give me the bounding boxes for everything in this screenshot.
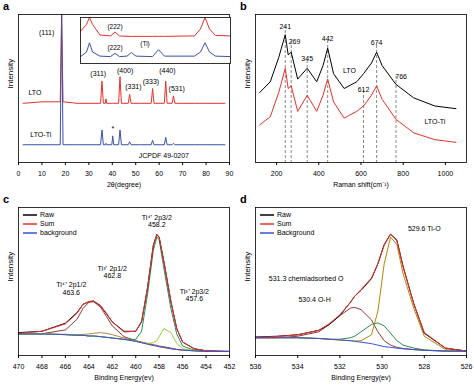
svg-text:800: 800 — [397, 170, 409, 177]
svg-text:456: 456 — [177, 363, 189, 370]
svg-text:LTO: LTO — [28, 89, 42, 96]
svg-text:10: 10 — [38, 170, 46, 177]
svg-text:*: * — [111, 125, 114, 132]
svg-text:(331): (331) — [125, 83, 141, 91]
svg-text:269: 269 — [289, 38, 301, 45]
svg-text:20: 20 — [61, 170, 69, 177]
svg-text:464: 464 — [83, 363, 95, 370]
svg-text:674: 674 — [371, 39, 383, 46]
svg-text:90: 90 — [226, 170, 234, 177]
svg-text:534: 534 — [292, 363, 304, 370]
svg-text:(222): (222) — [107, 44, 122, 52]
svg-text:Intensity: Intensity — [243, 252, 252, 282]
svg-text:Ti³⁺ 2p3/2457.6: Ti³⁺ 2p3/2457.6 — [180, 288, 209, 303]
svg-text:(531): (531) — [169, 85, 185, 93]
svg-text:70: 70 — [179, 170, 187, 177]
svg-text:30: 30 — [85, 170, 93, 177]
svg-text:Ti³⁺ 2p1/2462.8: Ti³⁺ 2p1/2462.8 — [98, 265, 127, 280]
html-text:c: c — [3, 193, 10, 205]
svg-text:470: 470 — [13, 363, 25, 370]
svg-text:400: 400 — [313, 170, 325, 177]
html-text:Raw: Raw — [40, 211, 54, 218]
svg-text:(333): (333) — [143, 78, 159, 86]
svg-text:(111): (111) — [39, 29, 54, 37]
svg-text:40: 40 — [108, 170, 116, 177]
svg-text:241: 241 — [279, 23, 291, 30]
svg-text:1000: 1000 — [438, 170, 454, 177]
svg-text:612: 612 — [358, 86, 370, 93]
svg-text:Ti⁴⁺ 2p3/2458.2: Ti⁴⁺ 2p3/2458.2 — [142, 214, 172, 229]
svg-text:(440): (440) — [159, 67, 175, 75]
svg-text:60: 60 — [155, 170, 163, 177]
svg-text:452: 452 — [224, 363, 236, 370]
html-text:a: a — [3, 0, 10, 12]
html-text:Sum: Sum — [277, 220, 292, 227]
html-text:Raw: Raw — [277, 211, 291, 218]
svg-text:Binding Energy(ev): Binding Energy(ev) — [94, 374, 154, 382]
svg-text:462: 462 — [106, 363, 118, 370]
svg-text:536: 536 — [250, 363, 262, 370]
svg-text:600: 600 — [355, 170, 367, 177]
svg-text:(400): (400) — [117, 67, 133, 75]
svg-text:(311): (311) — [90, 70, 106, 78]
svg-text:466: 466 — [60, 363, 72, 370]
html-text:Sum: Sum — [40, 220, 55, 227]
svg-text:0: 0 — [17, 170, 21, 177]
svg-text:LTO-Ti: LTO-Ti — [424, 118, 445, 125]
svg-text:Binding Energy(ev): Binding Energy(ev) — [331, 374, 391, 382]
html-text:b: b — [240, 0, 247, 12]
svg-text:2θ(degree): 2θ(degree) — [107, 181, 141, 189]
svg-text:(Ti): (Ti) — [140, 40, 150, 48]
html-text:Background: Background — [277, 229, 315, 236]
svg-text:468: 468 — [36, 363, 48, 370]
svg-text:LTO-Ti: LTO-Ti — [30, 131, 51, 138]
svg-text:Raman shift(cm⁻¹): Raman shift(cm⁻¹) — [333, 181, 389, 189]
svg-text:460: 460 — [130, 363, 142, 370]
svg-text:JCPDF 49-0207: JCPDF 49-0207 — [139, 152, 189, 159]
svg-text:458: 458 — [153, 363, 165, 370]
svg-text:442: 442 — [322, 35, 334, 42]
svg-text:526: 526 — [461, 363, 473, 370]
svg-text:531.3 chemiadsorbed O: 531.3 chemiadsorbed O — [269, 275, 344, 282]
svg-text:80: 80 — [202, 170, 210, 177]
svg-text:529.6 Ti-O: 529.6 Ti-O — [408, 225, 441, 232]
html-text:d: d — [240, 193, 247, 205]
svg-text:Ti⁴⁺ 2p1/2463.6: Ti⁴⁺ 2p1/2463.6 — [56, 281, 86, 296]
svg-text:530: 530 — [376, 363, 388, 370]
svg-text:530.4 O-H: 530.4 O-H — [298, 296, 330, 303]
svg-text:Intensity: Intensity — [6, 59, 15, 89]
svg-text:532: 532 — [334, 363, 346, 370]
svg-text:528: 528 — [418, 363, 430, 370]
svg-text:Intensity: Intensity — [243, 59, 252, 89]
svg-text:(222): (222) — [107, 23, 122, 31]
svg-text:LTO: LTO — [343, 67, 357, 74]
html-text:background: background — [40, 229, 77, 236]
svg-text:50: 50 — [132, 170, 140, 177]
svg-text:766: 766 — [395, 73, 407, 80]
svg-text:454: 454 — [200, 363, 212, 370]
svg-text:Intensity: Intensity — [6, 252, 15, 282]
svg-text:345: 345 — [301, 55, 313, 62]
svg-text:200: 200 — [271, 170, 283, 177]
